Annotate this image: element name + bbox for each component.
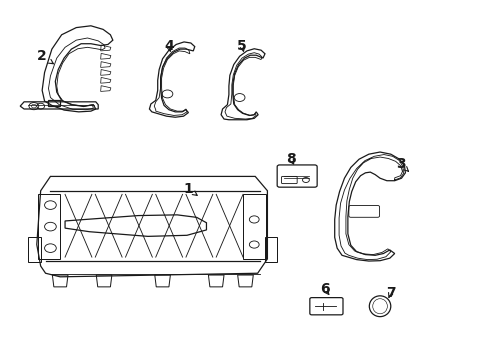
Text: 5: 5 bbox=[237, 39, 246, 53]
Text: 3: 3 bbox=[395, 157, 407, 171]
Text: 7: 7 bbox=[385, 286, 395, 300]
Text: 8: 8 bbox=[285, 152, 295, 166]
Text: 4: 4 bbox=[163, 39, 173, 53]
Text: 6: 6 bbox=[320, 282, 329, 296]
Text: 1: 1 bbox=[183, 182, 197, 196]
Text: 2: 2 bbox=[37, 49, 53, 64]
